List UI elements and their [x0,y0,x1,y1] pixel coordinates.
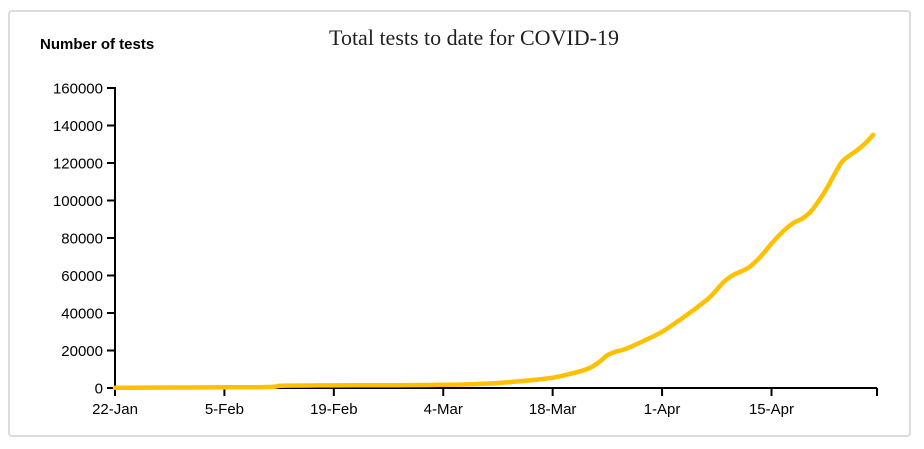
total-tests-series-line [112,132,876,391]
y-tick-label: 100000 [53,193,103,210]
chart-axes [114,87,877,389]
x-tick-label: 1-Apr [644,401,681,418]
y-tick-label: 20000 [61,343,103,360]
y-tick-label: 40000 [61,306,103,323]
y-tick-label: 140000 [53,118,103,135]
chart-title: Total tests to date for COVID-19 [329,25,619,50]
x-tick-label: 19-Feb [310,401,358,418]
x-tick-label: 4-Mar [424,401,463,418]
y-tick-label: 160000 [53,81,103,98]
x-tick-label: 5-Feb [205,401,244,418]
x-tick-label: 22-Jan [92,401,138,418]
x-tick-label: 15-Apr [749,401,794,418]
chart-card [8,10,911,437]
x-tick-label: 18-Mar [529,401,577,418]
y-tick-label: 120000 [53,156,103,173]
y-tick-label: 0 [95,381,103,398]
y-tick-label: 60000 [61,268,103,285]
y-axis-title: Number of tests [40,36,155,53]
y-tick-label: 80000 [61,231,103,248]
